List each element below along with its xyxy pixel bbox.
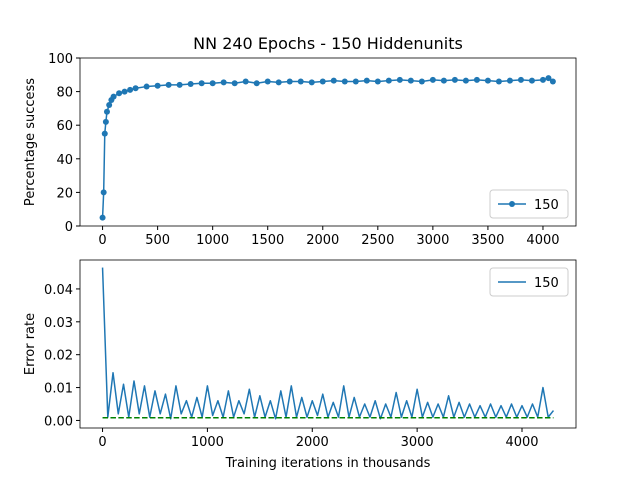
y-tick-label: 0: [65, 220, 73, 235]
y-tick-label: 40: [56, 153, 73, 168]
data-point: [528, 77, 535, 84]
legend: 150: [489, 189, 569, 219]
data-point: [286, 78, 293, 85]
data-point: [132, 85, 139, 92]
data-point: [440, 77, 447, 84]
data-point: [363, 77, 370, 84]
x-tick-label: 1500: [251, 233, 284, 248]
data-point: [121, 88, 128, 95]
data-point: [99, 214, 106, 221]
x-tick-label: 4000: [526, 233, 559, 248]
data-point: [308, 79, 315, 86]
y-tick-label: 100: [48, 52, 73, 67]
y-tick-label: 0.02: [44, 349, 73, 364]
x-tick-label: 2500: [361, 233, 394, 248]
data-point: [154, 82, 161, 89]
data-point: [319, 78, 326, 85]
data-point: [253, 80, 260, 87]
data-point: [275, 79, 282, 86]
data-point: [100, 189, 107, 196]
data-point: [484, 77, 491, 84]
x-tick-label: 0: [98, 233, 106, 248]
data-point: [176, 81, 183, 88]
data-point: [429, 76, 436, 83]
data-point: [127, 86, 134, 93]
data-point: [110, 93, 117, 100]
x-tick-label: 3500: [471, 233, 504, 248]
data-point: [545, 75, 552, 82]
y-tick-label: 0.04: [44, 283, 73, 298]
data-point: [103, 108, 110, 115]
x-tick-label: 1000: [191, 435, 224, 450]
x-axis-label: Training iterations in thousands: [225, 456, 431, 471]
legend-frame: [489, 267, 569, 297]
data-point: [495, 78, 502, 85]
legend-marker: [509, 201, 515, 207]
x-tick-label: 1000: [196, 233, 229, 248]
axes-frame: [79, 259, 577, 429]
x-tick-label: 3000: [416, 233, 449, 248]
data-point: [101, 130, 108, 137]
data-point: [374, 78, 381, 85]
data-point: [385, 77, 392, 84]
x-tick-label: 2000: [296, 435, 329, 450]
data-point: [220, 79, 227, 86]
y-axis-label: Percentage success: [23, 78, 38, 206]
data-point: [209, 80, 216, 87]
data-point: [330, 77, 337, 84]
x-tick-label: 3000: [401, 435, 434, 450]
data-point: [106, 102, 113, 109]
y-tick-label: 20: [56, 186, 73, 201]
data-point: [341, 78, 348, 85]
y-tick-label: 0.01: [44, 382, 73, 397]
y-tick-label: 0.00: [44, 414, 73, 429]
x-tick-label: 500: [145, 233, 170, 248]
data-point: [473, 76, 480, 83]
y-tick-label: 80: [56, 86, 73, 101]
data-point: [517, 76, 524, 83]
legend: 150: [489, 267, 569, 297]
data-point: [143, 83, 150, 90]
y-axis-label: Error rate: [23, 313, 38, 375]
legend-label: 150: [534, 276, 559, 291]
data-point: [418, 78, 425, 85]
series-line: [101, 267, 555, 420]
data-point: [451, 76, 458, 83]
data-point: [102, 118, 109, 125]
data-point: [539, 76, 546, 83]
data-point: [352, 78, 359, 85]
data-point: [297, 78, 304, 85]
data-point: [549, 78, 556, 85]
plot-area: [99, 75, 556, 221]
data-point: [116, 90, 123, 97]
x-tick-label: 0: [98, 435, 106, 450]
data-point: [187, 81, 194, 88]
legend-label: 150: [534, 198, 559, 213]
data-point: [506, 77, 513, 84]
data-point: [165, 81, 172, 88]
data-point: [462, 77, 469, 84]
plot-area: [101, 267, 555, 420]
x-tick-label: 2000: [306, 233, 339, 248]
axes-frame: [79, 57, 577, 227]
data-point: [242, 78, 249, 85]
data-point: [231, 80, 238, 87]
data-point: [198, 80, 205, 87]
data-point: [264, 78, 271, 85]
chart-title: NN 240 Epochs - 150 Hiddenunits: [193, 34, 463, 53]
data-point: [396, 76, 403, 83]
x-tick-label: 4000: [505, 435, 538, 450]
series-line: [101, 77, 554, 218]
legend-frame: [489, 189, 569, 219]
y-tick-label: 0.03: [44, 316, 73, 331]
data-point: [407, 77, 414, 84]
y-tick-label: 60: [56, 119, 73, 134]
